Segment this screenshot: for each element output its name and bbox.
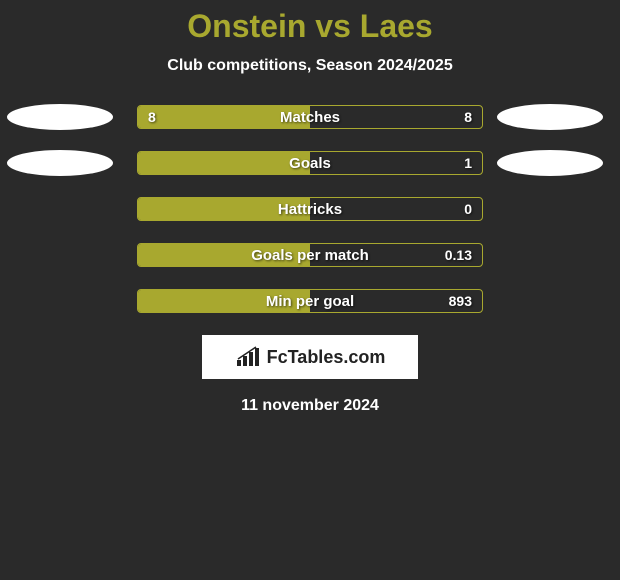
stat-right-value: 0.13 [445, 244, 472, 266]
logo-text: FcTables.com [267, 347, 386, 368]
logo-box: FcTables.com [202, 335, 418, 379]
stat-row: Hattricks0 [0, 197, 620, 221]
stat-bar: Goals per match0.13 [137, 243, 483, 267]
player-ellipse-left [7, 150, 113, 176]
stat-right-value: 1 [464, 152, 472, 174]
stat-label: Matches [138, 106, 482, 128]
player-ellipse-left [7, 104, 113, 130]
stats-rows: 8Matches8 Goals1 Hattricks0 Goals per match… [0, 105, 620, 313]
stat-label: Goals [138, 152, 482, 174]
bar-chart-icon [235, 346, 263, 368]
stat-label: Goals per match [138, 244, 482, 266]
stat-row: Min per goal893 [0, 289, 620, 313]
date-text: 11 november 2024 [0, 397, 620, 415]
player-ellipse-right [497, 104, 603, 130]
stat-row: 8Matches8 [0, 105, 620, 129]
main-container: Onstein vs Laes Club competitions, Seaso… [0, 0, 620, 415]
page-subtitle: Club competitions, Season 2024/2025 [0, 57, 620, 75]
page-title: Onstein vs Laes [0, 8, 620, 45]
stat-right-value: 0 [464, 198, 472, 220]
stat-label: Min per goal [138, 290, 482, 312]
logo-inner: FcTables.com [235, 346, 386, 368]
stat-row: Goals per match0.13 [0, 243, 620, 267]
stat-right-value: 893 [449, 290, 472, 312]
stat-bar: Goals1 [137, 151, 483, 175]
stat-bar: 8Matches8 [137, 105, 483, 129]
stat-row: Goals1 [0, 151, 620, 175]
stat-bar: Min per goal893 [137, 289, 483, 313]
stat-label: Hattricks [138, 198, 482, 220]
stat-right-value: 8 [464, 106, 472, 128]
player-ellipse-right [497, 150, 603, 176]
stat-bar: Hattricks0 [137, 197, 483, 221]
